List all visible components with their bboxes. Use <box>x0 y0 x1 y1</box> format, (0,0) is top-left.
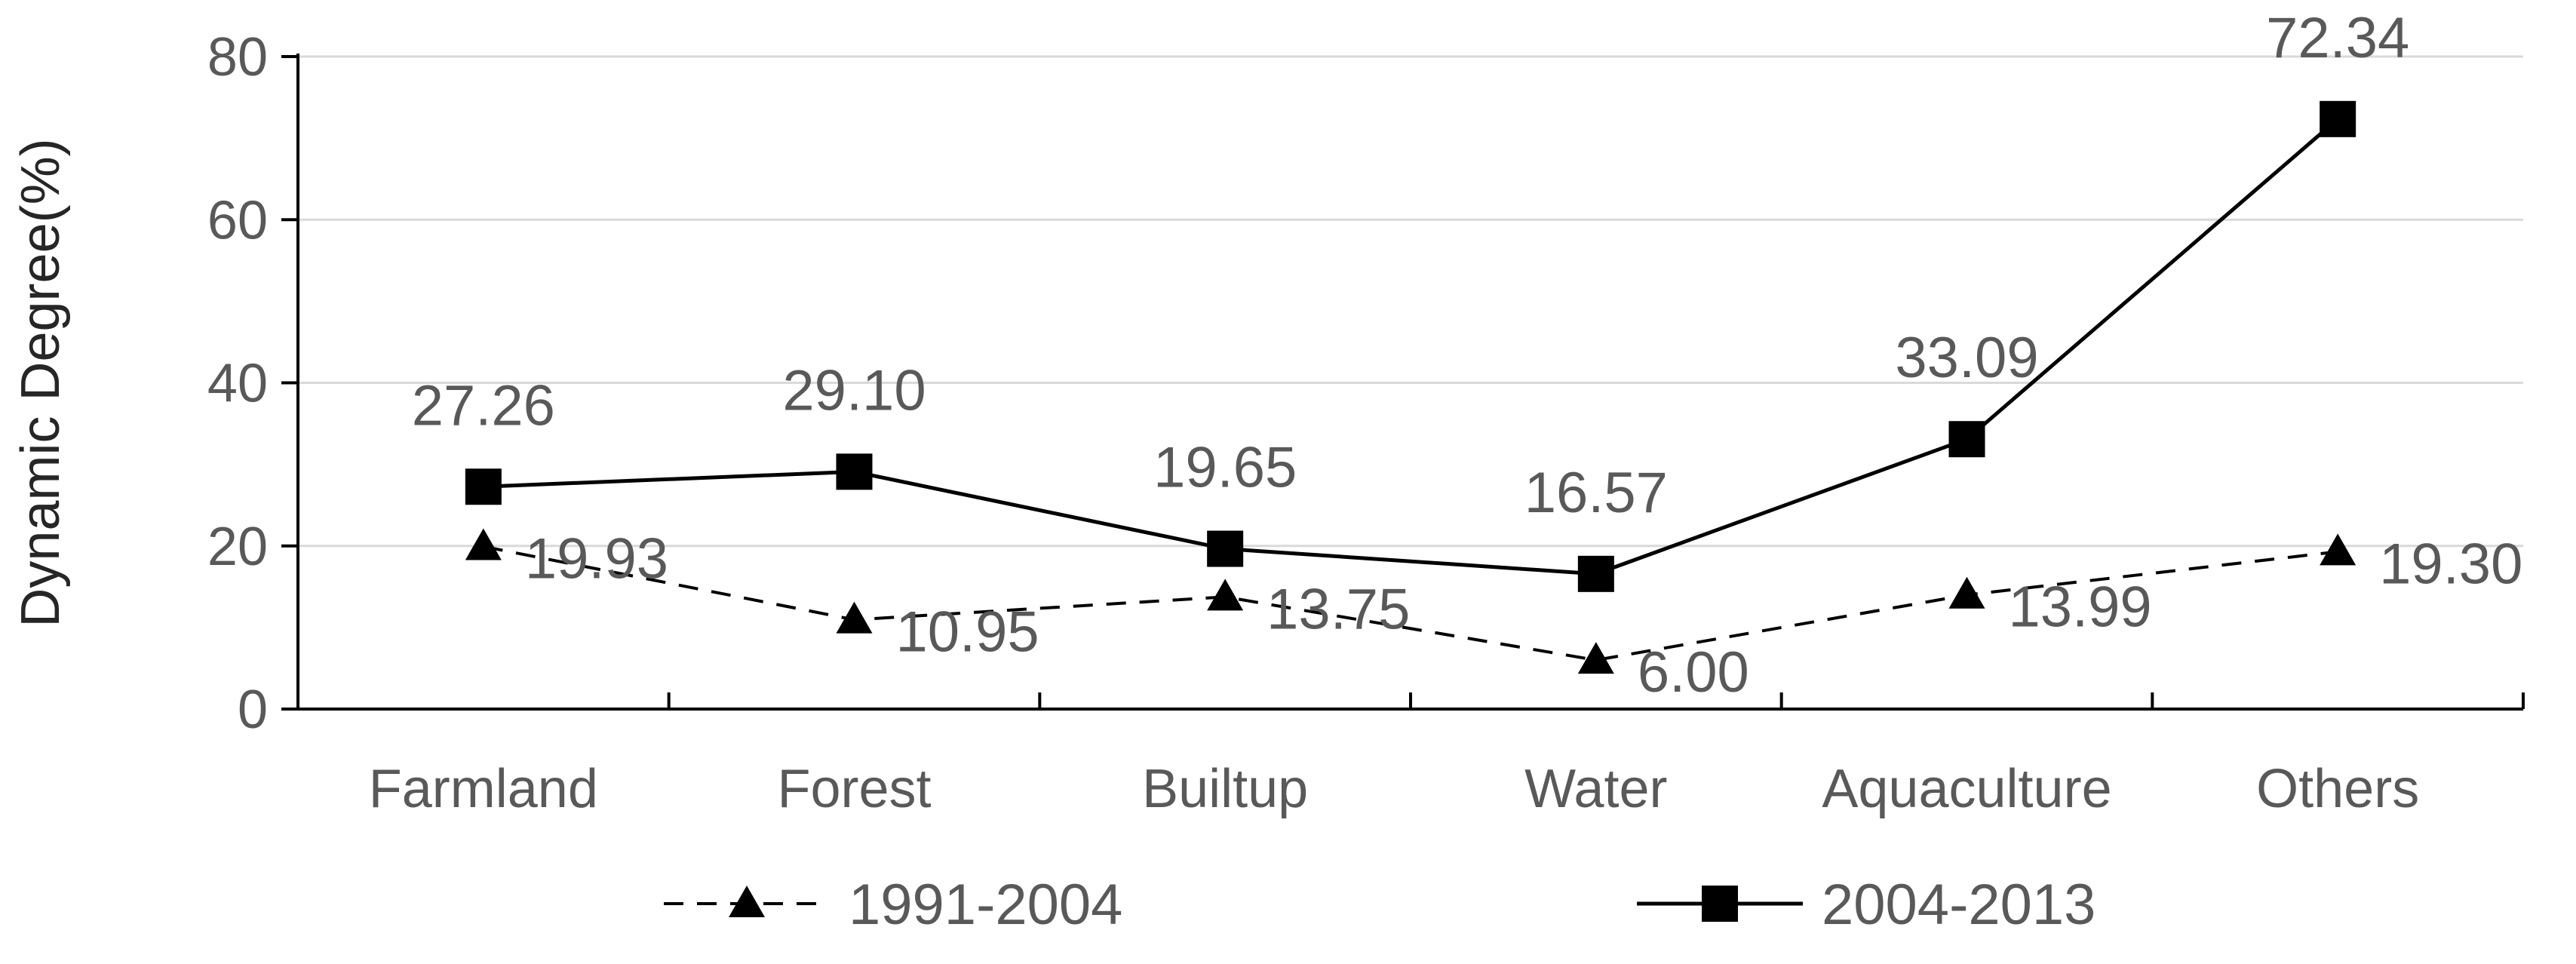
x-tick-label: Others <box>2256 759 2419 819</box>
y-tick-label: 20 <box>207 517 268 577</box>
triangle-marker-forest <box>836 601 873 634</box>
axes: 0 20 40 60 80 Farmland Forest Builtup Water Aquac… <box>11 27 2525 819</box>
y-axis-title: Dynamic Degree(%) <box>11 138 71 627</box>
x-tick-label: Farmland <box>369 759 598 819</box>
data-label-2004-2013: 72.34 <box>2266 6 2409 70</box>
y-tick-label: 80 <box>207 27 268 87</box>
data-label-2004-2013: 33.09 <box>1895 326 2038 390</box>
x-tick-label: Water <box>1524 759 1667 819</box>
gridlines <box>298 55 2523 548</box>
triangle-marker-farmland <box>465 528 502 560</box>
series-markers <box>465 100 2356 674</box>
y-tick-label: 60 <box>207 190 268 250</box>
triangle-marker-aquaculture <box>1948 576 1985 609</box>
data-label-1991-2004: 10.95 <box>896 600 1039 665</box>
series-lines <box>483 117 2339 662</box>
data-label-1991-2004: 13.99 <box>2009 576 2152 640</box>
square-marker-aquaculture <box>1948 421 1985 458</box>
square-marker-builtup <box>1207 530 1244 567</box>
data-label-2004-2013: 16.57 <box>1524 461 1668 525</box>
x-tick-label: Forest <box>777 759 931 819</box>
legend: 1991-2004 2004-2013 <box>664 873 2095 937</box>
triangle-marker-builtup <box>1207 579 1244 611</box>
legend-label-1991-2004: 1991-2004 <box>849 873 1122 937</box>
data-label-1991-2004: 19.30 <box>2379 532 2522 596</box>
legend-label-2004-2013: 2004-2013 <box>1822 873 2095 937</box>
triangle-marker-water <box>1577 642 1614 674</box>
data-label-1991-2004: 13.75 <box>1267 577 1410 641</box>
data-label-2004-2013: 29.10 <box>782 358 926 422</box>
series-line-2004-2013 <box>483 117 2339 576</box>
data-label-1991-2004: 19.93 <box>525 527 668 591</box>
square-marker-farmland <box>465 468 502 505</box>
series-line-1991-2004 <box>483 545 2338 662</box>
data-labels: 19.93 10.95 13.75 6.00 13.99 19.30 27.26 29.10 1… <box>412 6 2523 705</box>
square-marker-water <box>1577 555 1614 592</box>
legend-marker-2004-2013 <box>1702 886 1738 922</box>
square-marker-others <box>2320 100 2356 137</box>
square-marker-forest <box>836 453 873 490</box>
y-tick-label: 0 <box>238 680 268 740</box>
data-label-2004-2013: 27.26 <box>412 373 555 437</box>
x-tick-label: Aquaculture <box>1822 759 2111 819</box>
legend-marker-1991-2004 <box>729 886 765 917</box>
data-label-2004-2013: 19.65 <box>1153 436 1297 500</box>
x-tick-label: Builtup <box>1142 759 1308 819</box>
data-label-1991-2004: 6.00 <box>1638 640 1749 705</box>
triangle-marker-others <box>2320 533 2356 566</box>
y-tick-label: 40 <box>207 354 268 414</box>
